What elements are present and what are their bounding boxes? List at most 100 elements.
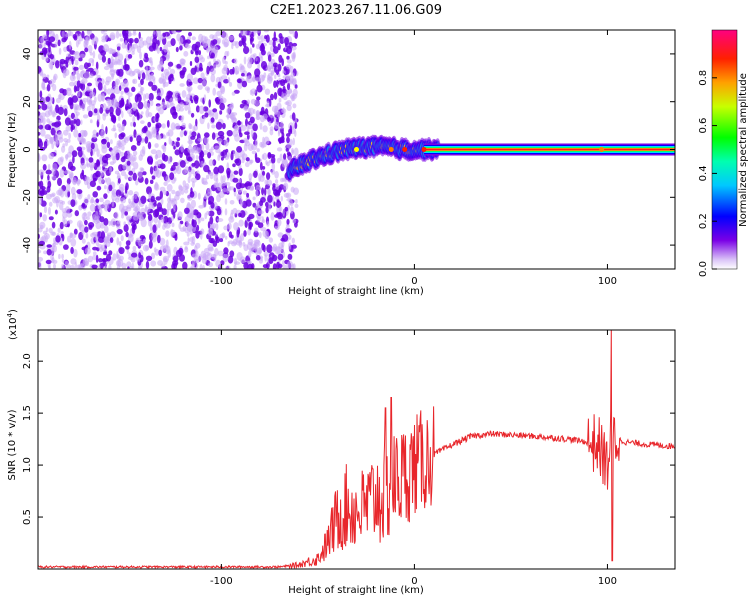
noise-cell [38, 42, 44, 49]
noise-cell [285, 91, 291, 98]
noise-cell [151, 126, 157, 134]
noise-cell [150, 260, 157, 267]
noise-cell [108, 263, 112, 269]
noise-cell [96, 185, 102, 191]
noise-cell [234, 124, 239, 131]
noise-cell [174, 90, 179, 96]
noise-cell [223, 78, 229, 84]
noise-cell [50, 105, 53, 114]
noise-cell [83, 71, 90, 80]
noise-cell [110, 139, 113, 145]
noise-cell [57, 227, 61, 233]
noise-cell [215, 59, 221, 68]
noise-cell [133, 214, 139, 221]
noise-cell [295, 199, 298, 204]
noise-cell [55, 235, 61, 243]
noise-cell [264, 254, 268, 262]
noise-cell [40, 36, 45, 44]
noise-cell [208, 171, 214, 176]
noise-cell [177, 211, 183, 220]
noise-cell [117, 177, 121, 184]
noise-cell [205, 38, 212, 47]
noise-cell [81, 212, 88, 221]
noise-cell [277, 253, 284, 261]
noise-cell [38, 153, 41, 162]
noise-cell [239, 256, 246, 264]
noise-cell [39, 212, 43, 218]
noise-cell [161, 144, 166, 150]
noise-cell [76, 189, 83, 195]
noise-cell [155, 153, 158, 160]
noise-cell [187, 145, 193, 153]
y-tick-label: 0 [22, 146, 33, 152]
noise-cell [145, 36, 152, 45]
noise-cell [244, 139, 250, 144]
noise-cell [116, 250, 119, 260]
noise-cell [222, 187, 227, 193]
noise-cell [124, 40, 128, 49]
noise-cell [100, 129, 105, 139]
noise-cell [109, 237, 114, 244]
noise-cell [202, 76, 207, 81]
noise-cell [114, 80, 119, 88]
noise-cell [268, 257, 274, 264]
noise-cell [276, 261, 280, 269]
noise-cell [290, 206, 294, 214]
noise-cell [115, 107, 121, 116]
noise-cell [198, 54, 204, 60]
noise-cell [210, 68, 216, 76]
noise-cell [276, 79, 279, 88]
noise-cell [216, 90, 223, 97]
noise-cell [171, 208, 174, 215]
x-tick-label: -100 [210, 276, 233, 287]
noise-cell [125, 215, 132, 221]
noise-cell [87, 82, 92, 87]
noise-cell [213, 173, 218, 182]
noise-cell [282, 85, 286, 93]
noise-cell [70, 246, 74, 255]
noise-cell [137, 101, 144, 110]
noise-cell [87, 30, 91, 35]
noise-cell [86, 96, 92, 103]
noise-cell [103, 236, 109, 243]
noise-cell [84, 226, 89, 233]
noise-cell [276, 147, 283, 152]
noise-cell [260, 61, 268, 70]
noise-cell [219, 85, 225, 93]
noise-cell [208, 262, 214, 268]
noise-cell [217, 130, 225, 137]
noise-cell [76, 178, 81, 186]
noise-cell [190, 199, 196, 209]
noise-cell [97, 114, 101, 122]
noise-cell [286, 261, 294, 268]
noise-cell [66, 87, 72, 92]
noise-cell [145, 255, 153, 262]
noise-cell [131, 86, 136, 93]
noise-cell [219, 110, 223, 115]
noise-cell [166, 132, 170, 137]
noise-cell [42, 49, 48, 55]
noise-cell [188, 122, 192, 130]
noise-cell [55, 97, 61, 104]
noise-cell [86, 86, 90, 92]
noise-cell [169, 68, 176, 75]
noise-cell [202, 200, 207, 209]
noise-cell [261, 243, 265, 251]
colorbar-ticks: 0.0 0.2 0.4 0.6 0.8 [698, 70, 717, 277]
noise-cell [214, 145, 221, 150]
noise-cell [67, 190, 71, 198]
noise-cell [132, 116, 136, 124]
noise-cell [155, 196, 161, 201]
noise-cell [50, 252, 54, 262]
noise-cell [45, 169, 52, 175]
noise-cell [224, 208, 228, 216]
noise-cell [233, 222, 239, 231]
noise-cell [174, 149, 180, 156]
noise-cell [79, 53, 86, 59]
noise-cell [291, 149, 295, 155]
noise-cell [255, 57, 258, 62]
noise-cell [259, 200, 264, 207]
noise-cell [179, 83, 185, 87]
noise-cell [211, 132, 216, 140]
noise-cell [182, 180, 187, 187]
